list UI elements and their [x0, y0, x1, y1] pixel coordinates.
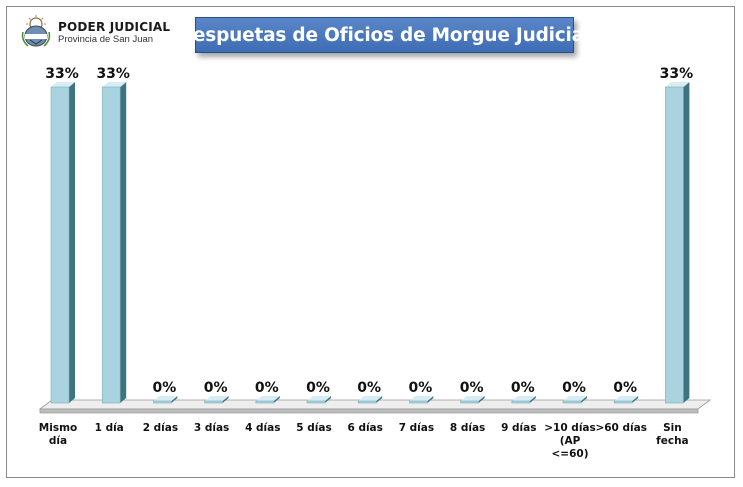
bar — [562, 400, 582, 404]
bar-side — [222, 396, 229, 403]
x-tick-label: 2 días — [143, 422, 178, 434]
x-tick-label-line: 9 días — [501, 422, 536, 434]
x-tick-label-line: 4 días — [245, 422, 280, 434]
x-tick-label-line: 3 días — [194, 422, 229, 434]
chart-title: Respuetas de Oficios de Morgue Judicial — [178, 24, 591, 46]
x-tick-label: Mismo día — [39, 422, 77, 447]
bar-side — [273, 396, 280, 403]
x-tick-label: 3 días — [194, 422, 229, 434]
bar-value-label: 0% — [204, 380, 228, 396]
x-tick-label: Sin fecha — [656, 422, 688, 447]
x-tick-label: 4 días — [245, 422, 280, 434]
bar — [357, 400, 377, 404]
bar-value-label: 0% — [511, 380, 535, 396]
x-tick-label-line: Sin — [663, 422, 682, 434]
x-tick-label: >60 días — [595, 422, 647, 434]
bar — [613, 400, 633, 404]
bar — [255, 400, 275, 404]
bar-top — [614, 396, 639, 401]
court-seal-icon — [21, 15, 51, 47]
x-tick-label-line: 7 días — [399, 422, 434, 434]
bar-side — [581, 396, 587, 403]
x-tick-label: 7 días — [399, 422, 434, 434]
x-tick-label: 6 días — [347, 422, 382, 434]
bar-top — [409, 396, 434, 401]
logo-block: PODER JUDICIAL Provincia de San Juan — [20, 14, 190, 50]
x-tick-label: 8 días — [450, 422, 485, 434]
bar-top — [460, 396, 485, 401]
bar-side — [376, 396, 383, 403]
bar-value-label: 33% — [45, 66, 79, 82]
bar-side — [632, 396, 639, 403]
bar — [204, 400, 223, 404]
bar — [511, 400, 531, 404]
x-tick-label: 5 días — [296, 422, 331, 434]
org-name: PODER JUDICIAL — [58, 20, 171, 34]
bar-top — [102, 82, 127, 87]
bar-top — [255, 396, 280, 401]
bar-value-label: 0% — [409, 380, 433, 396]
bar-value-label: 33% — [96, 66, 130, 82]
bar-side — [171, 396, 178, 403]
bar-top — [307, 396, 331, 401]
bar-side — [120, 82, 127, 403]
bar-value-label: 0% — [562, 380, 586, 396]
x-tick-label-line: 2 días — [143, 422, 178, 434]
bar-top — [204, 396, 229, 401]
x-tick-label: >10 días (AP <=60) — [544, 422, 596, 460]
bar — [665, 86, 684, 404]
bar-top — [51, 82, 75, 87]
chart-title-box: Respuetas de Oficios de Morgue Judicial — [179, 17, 590, 53]
x-tick-label: 1 día — [95, 422, 124, 434]
x-tick-label-line: fecha — [656, 435, 688, 447]
bar — [153, 400, 172, 404]
x-tick-label: 9 días — [501, 422, 536, 434]
x-tick-label-line: >60 días — [595, 422, 647, 434]
bar — [50, 86, 70, 404]
x-tick-label-line: 6 días — [347, 422, 382, 434]
bar-top — [563, 396, 587, 401]
bar-top — [153, 396, 178, 401]
bar-side — [325, 396, 331, 403]
bar-value-label: 0% — [357, 380, 381, 396]
bar-side — [478, 396, 485, 403]
bar-top — [511, 396, 536, 401]
bar — [460, 400, 479, 404]
bar-value-label: 0% — [460, 380, 484, 396]
bar — [306, 400, 326, 404]
x-tick-label-line: <=60) — [551, 448, 588, 460]
org-subtitle: Provincia de San Juan — [58, 34, 154, 45]
bar — [409, 400, 428, 404]
bar-value-label: 0% — [153, 380, 177, 396]
x-tick-label-line: (AP — [560, 435, 581, 447]
bar-side — [427, 396, 434, 403]
bar-value-label: 0% — [613, 380, 637, 396]
bar-side — [69, 82, 75, 403]
bar-top — [358, 396, 383, 401]
x-tick-label-line: día — [49, 435, 67, 447]
bar-value-label: 33% — [660, 66, 694, 82]
bar — [101, 86, 121, 404]
x-tick-label-line: Mismo — [39, 422, 77, 434]
x-tick-label-line: >10 días — [544, 422, 596, 434]
x-tick-label-line: 8 días — [450, 422, 485, 434]
chart-floor-front — [39, 408, 699, 414]
bar-side — [683, 82, 690, 403]
x-tick-label-line: 1 día — [95, 422, 124, 434]
bar-top — [665, 82, 690, 87]
x-tick-label-line: 5 días — [296, 422, 331, 434]
bar-side — [529, 396, 536, 403]
bar-value-label: 0% — [255, 380, 279, 396]
bar-value-label: 0% — [306, 380, 330, 396]
